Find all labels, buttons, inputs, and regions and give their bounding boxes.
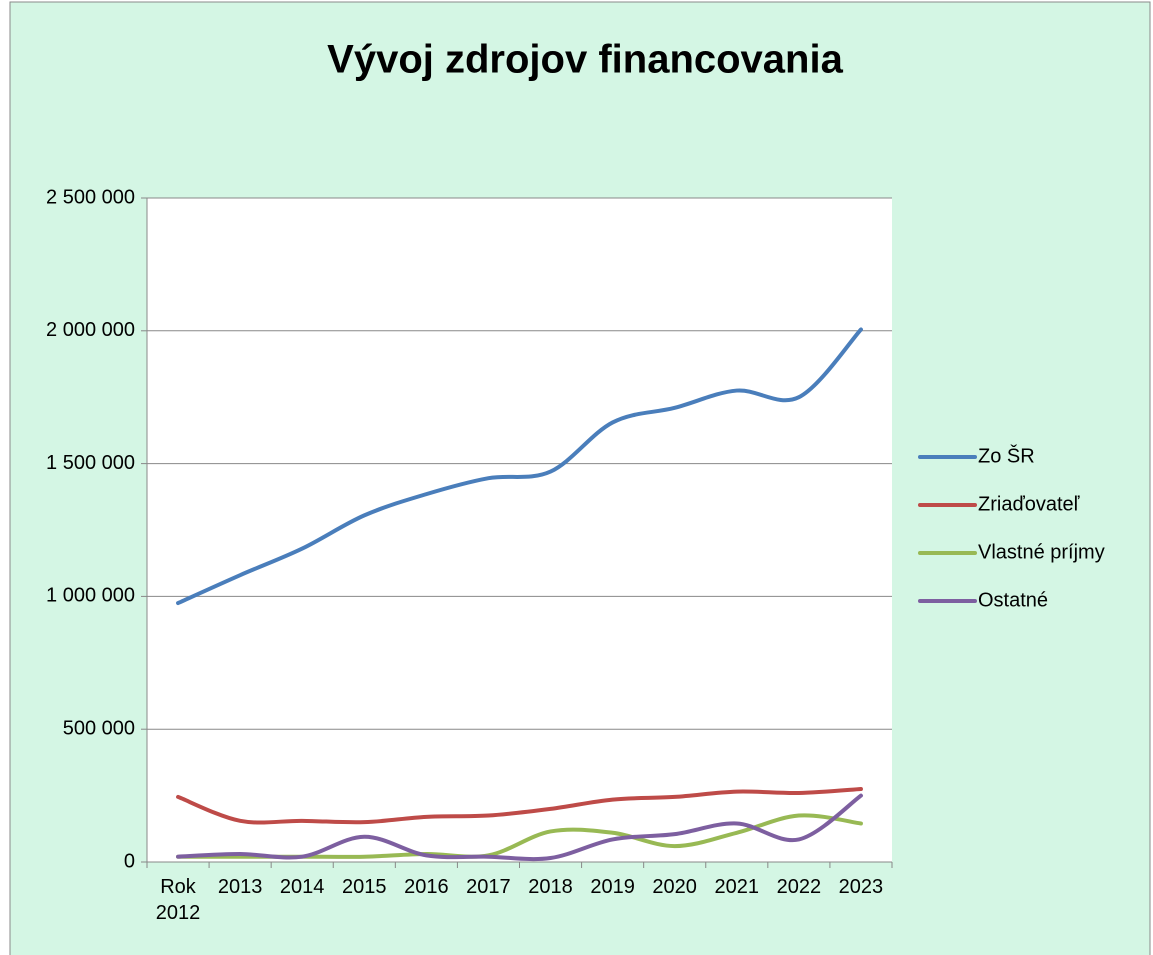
legend-label: Ostatné [978, 589, 1048, 611]
y-tick-label: 500 000 [63, 717, 135, 739]
legend-label: Vlastné príjmy [978, 541, 1105, 563]
series-line [176, 793, 863, 862]
x-tick-label: 2015 [342, 876, 387, 898]
y-tick-label: 2 000 000 [46, 319, 135, 341]
x-tick-label: 2023 [838, 876, 884, 898]
x-tick-label: 2016 [404, 876, 449, 898]
x-tick-label: 2022 [776, 876, 822, 898]
x-tick-label: 2017 [466, 876, 511, 898]
x-tick-label: 2013 [217, 876, 263, 898]
legend-label: Zriaďovateľ [978, 493, 1081, 515]
y-tick-label: 1 500 000 [46, 452, 135, 474]
legend-label: Zo ŠR [978, 444, 1035, 467]
x-tick-label: 2018 [528, 876, 573, 898]
y-tick-label: 2 500 000 [46, 186, 135, 208]
x-tick-label: 2021 [714, 876, 760, 898]
x-tick-label: 2020 [652, 876, 697, 898]
plot-area [147, 198, 892, 862]
x-tick-label: Rok 2012 [155, 876, 201, 924]
y-tick-label: 0 [124, 850, 135, 872]
y-tick-label: 1 000 000 [46, 585, 135, 607]
x-tick-label: 2019 [590, 876, 635, 898]
series-line [176, 327, 863, 606]
series-line [176, 786, 863, 825]
chart-title: Vývoj zdrojov financovania [327, 38, 843, 82]
x-tick-label: 2014 [279, 876, 325, 898]
